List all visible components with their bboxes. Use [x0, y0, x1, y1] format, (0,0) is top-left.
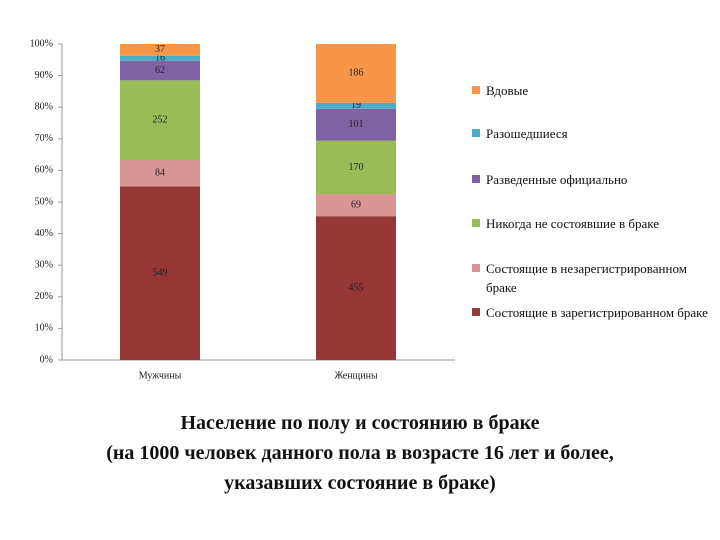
bar-segment — [316, 140, 396, 195]
legend-label: Состоящие в зарегистрированном браке — [486, 305, 708, 320]
bar-segment — [120, 55, 200, 61]
data-label: 455 — [349, 282, 364, 293]
legend-swatch — [472, 175, 480, 183]
legend-entry: Состоящие в незарегистрированном браке — [472, 259, 708, 297]
data-label: 101 — [349, 119, 364, 130]
y-tick-label: 80% — [35, 101, 53, 112]
legend-label: Никогда не состоявшие в браке — [486, 216, 660, 231]
y-tick-label: 30% — [35, 259, 53, 270]
bar-segment — [120, 44, 200, 56]
bar-segment — [120, 80, 200, 160]
bar-segment — [120, 60, 200, 81]
legend-swatch — [472, 308, 480, 316]
legend-label: Состоящие в незарегистрированном браке — [486, 261, 687, 295]
legend-swatch — [472, 129, 480, 137]
legend-swatch — [472, 86, 480, 94]
y-tick-label: 50% — [35, 196, 53, 207]
bar-segment — [120, 159, 200, 187]
x-tick-label: Мужчины — [139, 370, 182, 381]
data-label: 19 — [351, 100, 361, 111]
legend-entry: Разведенные официально — [472, 170, 708, 189]
bar-segment — [316, 108, 396, 141]
legend-swatch — [472, 219, 480, 227]
bar-segment — [120, 186, 200, 360]
legend-swatch — [472, 264, 480, 272]
y-tick-label: 100% — [30, 38, 53, 49]
legend-label: Разведенные официально — [486, 172, 628, 187]
y-tick-label: 90% — [35, 70, 53, 81]
bar-segment — [316, 44, 396, 103]
y-tick-label: 40% — [35, 228, 53, 239]
chart-title: Население по полу и состоянию в браке (н… — [106, 412, 614, 494]
data-label: 170 — [349, 162, 364, 173]
legend-entry: Никогда не состоявшие в браке — [472, 214, 708, 233]
bar-segment — [316, 194, 396, 217]
legend-entry: Состоящие в зарегистрированном браке — [472, 303, 708, 322]
y-tick-label: 20% — [35, 291, 53, 302]
data-label: 37 — [155, 44, 165, 55]
legend-label: Разошедшиеся — [486, 126, 568, 141]
legend-entry: Разошедшиеся — [472, 124, 708, 143]
y-tick-label: 60% — [35, 165, 53, 176]
bar-segment — [316, 102, 396, 109]
legend-label: Вдовые — [486, 83, 529, 98]
data-label: 16 — [155, 53, 165, 64]
y-tick-label: 10% — [35, 323, 53, 334]
data-label: 252 — [153, 114, 168, 125]
y-tick-label: 0% — [40, 354, 53, 365]
data-label: 62 — [155, 65, 165, 76]
data-label: 186 — [349, 68, 364, 79]
legend-entry: Вдовые — [472, 81, 708, 100]
data-label: 69 — [351, 200, 361, 211]
y-tick-label: 70% — [35, 133, 53, 144]
data-label: 84 — [155, 168, 165, 179]
bar-segment — [316, 216, 396, 360]
x-tick-label: Женщины — [334, 370, 378, 381]
data-label: 549 — [153, 268, 168, 279]
